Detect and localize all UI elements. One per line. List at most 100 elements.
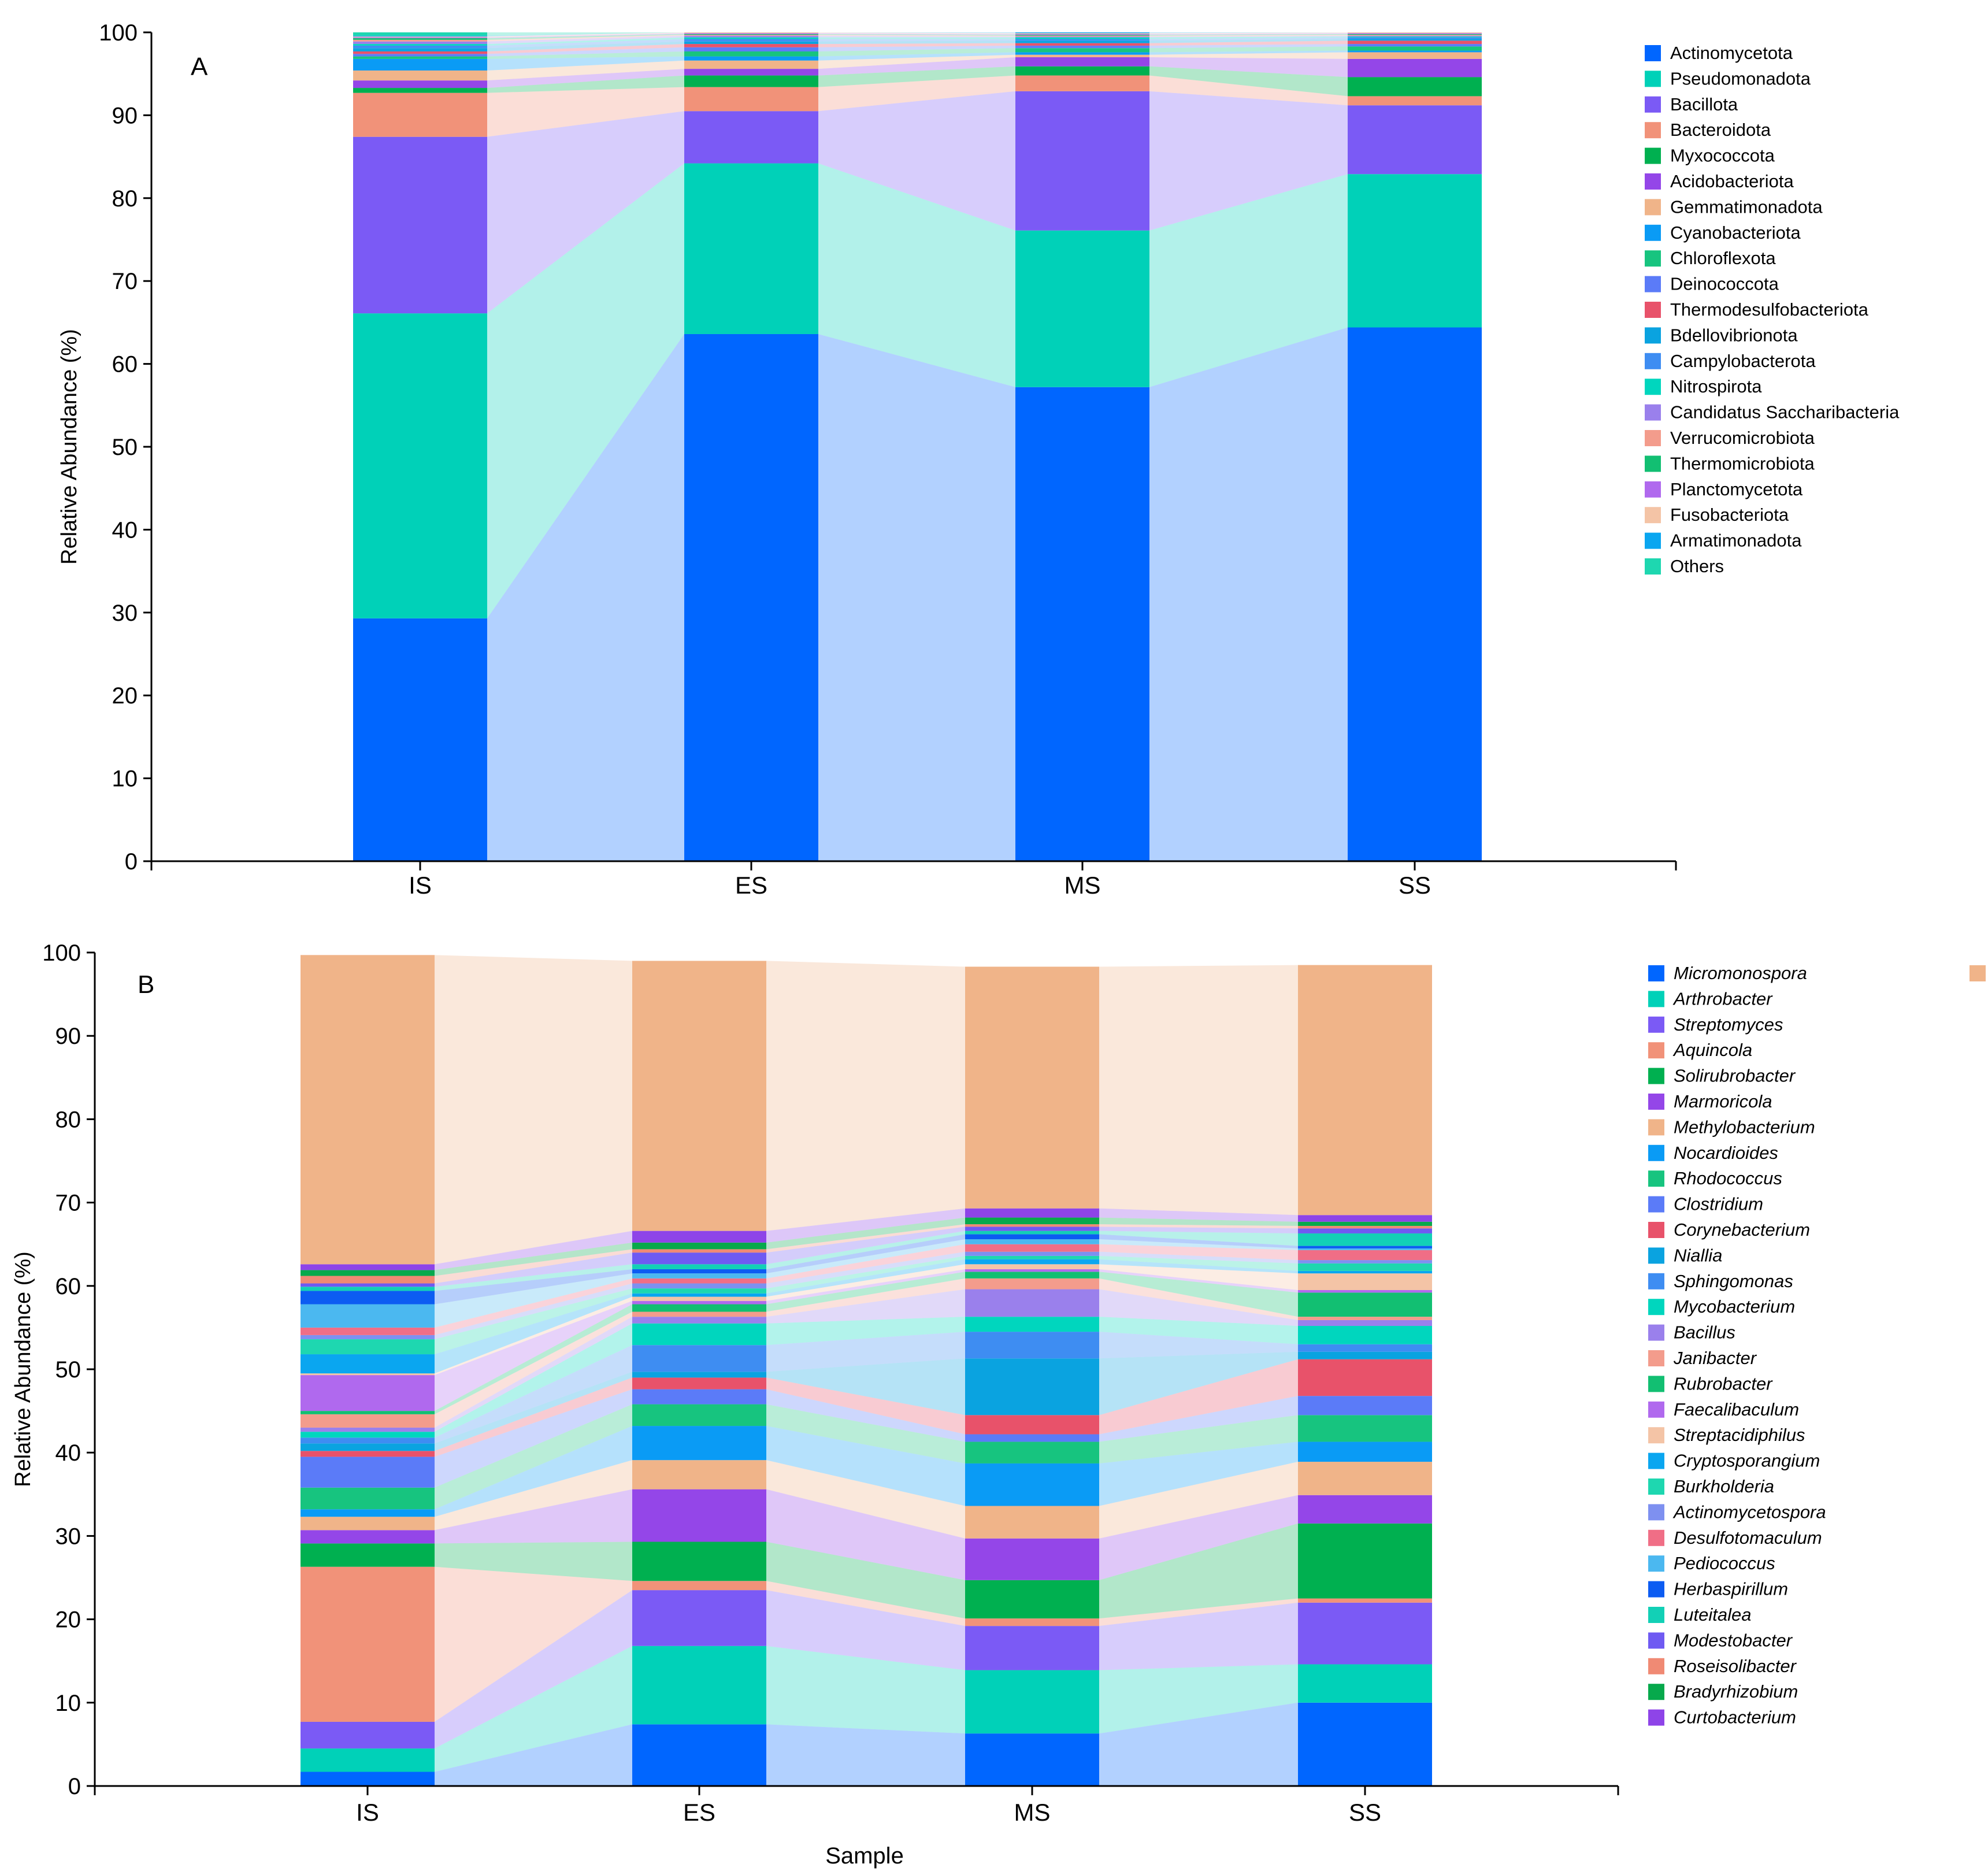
legend-swatch-bdellovibrionota <box>1645 327 1661 344</box>
legend-swatch-nitrospirota <box>1645 379 1661 395</box>
flow-bdellovibrionota-1 <box>818 40 1015 45</box>
flow-cyanobacteriota-2 <box>1149 50 1348 55</box>
flow-nocardioides-2 <box>1099 1442 1298 1506</box>
flow-mycobacterium-1 <box>766 1317 965 1346</box>
bar-segment-modestobacter-es <box>632 1253 766 1265</box>
flow-mycobacterium-0 <box>435 1323 632 1438</box>
panel-a-label: A <box>191 53 208 81</box>
bar-segment-burkholderia-ms <box>965 1255 1099 1259</box>
bar-segment-mycobacterium-ms <box>965 1317 1099 1332</box>
legend-label-cyanobacteriota: Cyanobacteriota <box>1670 223 1801 243</box>
bar-segment-planctomycetota-es <box>684 33 818 34</box>
flow-thermomicrobiota-0 <box>487 34 684 40</box>
panel-a-y-axis-label: Relative Abundance (%) <box>57 329 81 565</box>
bar-segment-rhodococcus-ss <box>1298 1415 1432 1442</box>
flow-pseudomonadota-1 <box>818 163 1015 387</box>
bar-segment-campylobacterota-ms <box>1015 39 1149 41</box>
bar-segment-rhodococcus-es <box>632 1404 766 1426</box>
flow-candidatus-saccharibacteria-1 <box>818 35 1015 38</box>
bar-segment-faecalibaculum-ss <box>1298 1290 1432 1293</box>
y-tick-label: 70 <box>112 269 138 294</box>
legend-swatch-streptomyces <box>1648 1016 1664 1033</box>
legend-swatch-verrucomicrobiota <box>1645 430 1661 446</box>
legend-swatch-marmoricola <box>1648 1094 1664 1110</box>
flow-pediococcus-2 <box>1099 1239 1298 1250</box>
bar-segment-niallia-ms <box>965 1358 1099 1415</box>
y-tick-label: 60 <box>55 1274 81 1299</box>
flow-others-1 <box>766 961 965 1231</box>
legend-swatch-deinococcota <box>1645 276 1661 292</box>
flow-armatimonadota-2 <box>1149 32 1348 34</box>
bar-segment-chloroflexota-ms <box>1015 48 1149 53</box>
x-tick-label-ms: MS <box>1014 1799 1051 1826</box>
legend-swatch-micromonospora <box>1648 965 1664 981</box>
bar-segment-acidobacteriota-is <box>353 80 487 88</box>
flow-others-0 <box>435 955 632 1265</box>
bar-segment-roseisolibacter-es <box>632 1249 766 1253</box>
panel-b-x-ticks: IS ES MS SS <box>94 1786 1619 1826</box>
flow-burkholderia-2 <box>1099 1255 1298 1271</box>
bar-segment-roseisolibacter-ss <box>1298 1225 1432 1229</box>
flow-fusobacteriota-2 <box>1149 32 1348 34</box>
bar-segment-chloroflexota-ss <box>1348 46 1482 51</box>
legend-label-modestobacter: Modestobacter <box>1674 1630 1793 1650</box>
bar-segment-curtobacterium-es <box>632 1231 766 1243</box>
legend-label-nocardioides: Nocardioides <box>1674 1143 1778 1163</box>
panel-b-x-axis-label: Sample <box>825 1843 904 1869</box>
bar-segment-methylobacterium-ms <box>965 1506 1099 1539</box>
bar-segment-fusobacteriota-is <box>353 36 487 38</box>
flow-arthrobacter-1 <box>766 1646 965 1734</box>
bar-segment-deinococcota-is <box>353 54 487 57</box>
flow-solirubrobacter-2 <box>1099 1523 1298 1619</box>
bar-segment-herbaspirillum-ss <box>1298 1246 1432 1248</box>
bar-segment-clostridium-is <box>301 1457 435 1488</box>
legend-label-planctomycetota: Planctomycetota <box>1670 479 1803 499</box>
bar-segment-herbaspirillum-ms <box>965 1234 1099 1240</box>
legend-label-fusobacteriota: Fusobacteriota <box>1670 505 1789 525</box>
panel-b-bars <box>301 955 1432 1786</box>
y-tick-label: 100 <box>99 20 138 46</box>
legend-swatch-cryptosporangium <box>1648 1452 1664 1469</box>
flow-chloroflexota-2 <box>1149 46 1348 53</box>
legend-label-actinomycetospora: Actinomycetospora <box>1672 1502 1826 1522</box>
legend-swatch-arthrobacter <box>1648 991 1664 1007</box>
flow-actinomycetospora-1 <box>766 1251 965 1289</box>
bar-segment-rubrobacter-ss <box>1298 1292 1432 1317</box>
bar-segment-pediococcus-es <box>632 1273 766 1279</box>
legend-label-desulfotomaculum: Desulfotomaculum <box>1674 1528 1822 1548</box>
legend-label-verrucomicrobiota: Verrucomicrobiota <box>1670 428 1815 448</box>
legend-swatch-candidatus-saccharibacteria <box>1645 404 1661 421</box>
flow-bdellovibrionota-2 <box>1149 39 1348 43</box>
flow-rhodococcus-2 <box>1099 1415 1298 1463</box>
y-tick-label: 30 <box>112 601 138 626</box>
bar-segment-corynebacterium-is <box>301 1451 435 1457</box>
flow-armatimonadota-1 <box>818 32 1015 34</box>
legend-swatch-methylobacterium <box>1648 1119 1664 1136</box>
legend-label-bacillota: Bacillota <box>1670 94 1738 114</box>
flow-curtobacterium-0 <box>435 1231 632 1270</box>
bar-segment-acidobacteriota-ms <box>1015 57 1149 66</box>
bar-segment-niallia-ss <box>1298 1351 1432 1359</box>
flow-sphingomonas-0 <box>435 1345 632 1444</box>
legend-label-campylobacterota: Campylobacterota <box>1670 351 1816 371</box>
legend-label-gemmatimonadota: Gemmatimonadota <box>1670 197 1823 217</box>
x-tick-label-ms: MS <box>1065 872 1101 899</box>
flow-cyanobacteriota-0 <box>487 56 684 71</box>
flow-pediococcus-1 <box>766 1239 965 1279</box>
bar-segment-others-ms <box>965 966 1099 1209</box>
bar-segment-marmoricola-is <box>301 1530 435 1544</box>
legend-label-rubrobacter: Rubrobacter <box>1674 1373 1773 1394</box>
flow-niallia-0 <box>435 1372 632 1451</box>
flow-corynebacterium-2 <box>1099 1359 1298 1435</box>
flow-pseudomonadota-0 <box>487 163 684 618</box>
flow-methylobacterium-2 <box>1099 1462 1298 1539</box>
bar-segment-streptacidiphilus-ms <box>965 1264 1099 1269</box>
flow-sphingomonas-1 <box>766 1332 965 1372</box>
flow-campylobacterota-1 <box>818 39 1015 42</box>
y-tick-label: 40 <box>112 517 138 543</box>
legend-label-corynebacterium: Corynebacterium <box>1674 1220 1810 1240</box>
bar-segment-marmoricola-ms <box>965 1538 1099 1580</box>
legend-swatch-faecalibaculum <box>1648 1401 1664 1418</box>
bar-segment-myxococcota-ms <box>1015 66 1149 76</box>
legend-label-solirubrobacter: Solirubrobacter <box>1674 1066 1796 1086</box>
